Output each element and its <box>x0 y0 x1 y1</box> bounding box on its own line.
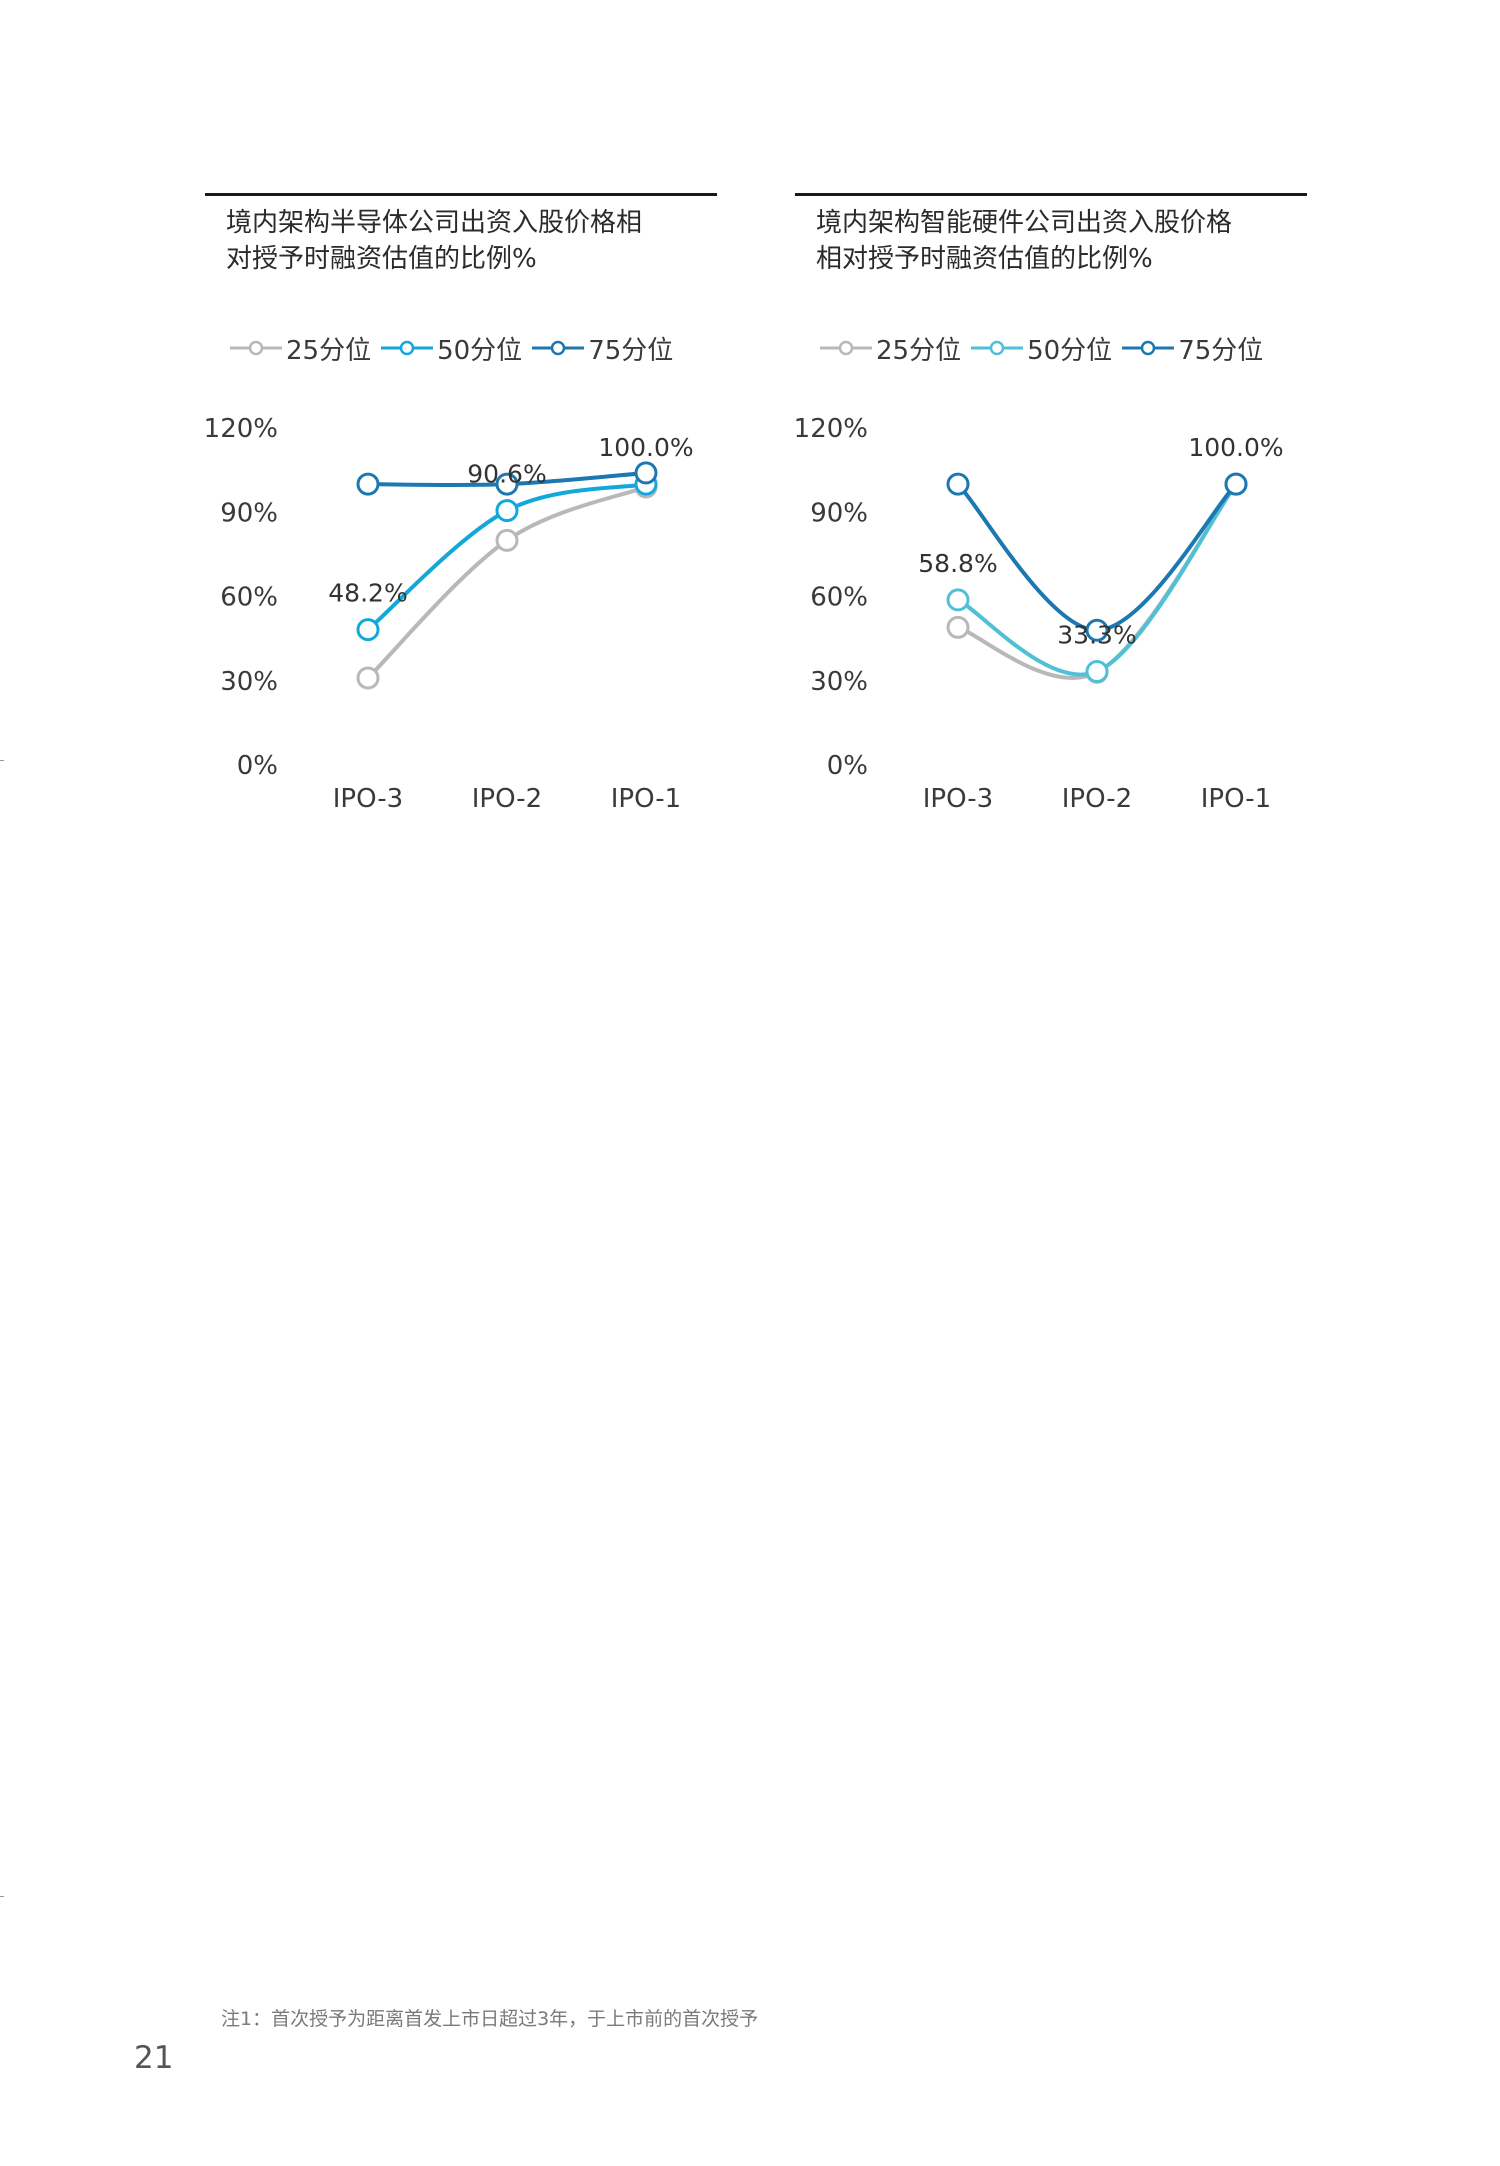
footnote: 注1：首次授予为距离首发上市日超过3年，于上市前的首次授予 <box>221 2008 759 2030</box>
legend-label-p75: 75分位 <box>588 335 674 366</box>
legend-label-p75: 75分位 <box>1178 335 1264 366</box>
margin-tick <box>0 760 4 761</box>
plot-area: 0% 30% 60% 90% 120% IPO-3 IPO-2 IPO-1 58.8% 33.3%… <box>790 400 1310 840</box>
y-tick-label: 120% <box>794 414 868 444</box>
data-point <box>356 666 380 690</box>
title-rule <box>205 193 717 196</box>
chart-title-line-2: 相对授予时融资估值的比例% <box>816 244 1153 274</box>
data-label: 33.3% <box>1057 620 1136 649</box>
plot-area: 0% 30% 60% 90% 120% IPO-3 IPO-2 IPO-1 48.2% 90.6%… <box>200 400 720 840</box>
legend-item-p75: 75分位 <box>532 330 673 367</box>
line-chart-semiconductor: 0% 30% 60% 90% 120% IPO-3 IPO-2 IPO-1 48.2% 90.6%… <box>204 414 694 814</box>
chart-title: 境内架构智能硬件公司出资入股价格 相对授予时融资估值的比例% <box>816 205 1296 277</box>
data-point <box>946 472 970 496</box>
chart-title-line-1: 境内架构智能硬件公司出资入股价格 <box>816 208 1233 238</box>
y-tick-label: 30% <box>810 667 868 697</box>
legend-label-p50: 50分位 <box>437 335 523 366</box>
legend-swatch-p25 <box>230 340 282 356</box>
title-rule <box>795 193 1307 196</box>
legend-item-p50: 50分位 <box>381 330 522 367</box>
data-label: 100.0% <box>598 433 693 462</box>
y-tick-label: 90% <box>220 498 278 528</box>
y-tick-label: 0% <box>827 751 868 781</box>
chart-title-line-1: 境内架构半导体公司出资入股价格相 <box>226 208 643 238</box>
x-tick-label: IPO-1 <box>611 784 681 814</box>
data-label: 58.8% <box>918 549 997 578</box>
series-line-3 <box>956 482 1238 633</box>
legend-item-p75: 75分位 <box>1122 330 1263 367</box>
chart-legend: 25分位 50分位 75分位 <box>820 330 1273 366</box>
y-tick-label: 60% <box>220 583 278 613</box>
line-chart-smart-hardware: 0% 30% 60% 90% 120% IPO-3 IPO-2 IPO-1 58.8% 33.3%… <box>794 414 1284 814</box>
x-tick-label: IPO-3 <box>333 784 403 814</box>
x-tick-label: IPO-3 <box>923 784 993 814</box>
data-point <box>495 528 519 552</box>
y-tick-label: 120% <box>204 414 278 444</box>
legend-item-p25: 25分位 <box>230 330 371 367</box>
y-tick-label: 60% <box>810 583 868 613</box>
y-tick-label: 90% <box>810 498 868 528</box>
x-tick-label: IPO-2 <box>1062 784 1132 814</box>
chart-title-line-2: 对授予时融资估值的比例% <box>226 244 537 274</box>
data-point <box>946 615 970 639</box>
margin-tick <box>0 1896 4 1897</box>
data-point <box>1085 618 1109 642</box>
y-tick-label: 30% <box>220 667 278 697</box>
chart-panel-semiconductor: 境内架构半导体公司出资入股价格相 对授予时融资估值的比例% 25分位 50分位 … <box>200 0 720 840</box>
data-point <box>356 618 380 642</box>
chart-panel-smart-hardware: 境内架构智能硬件公司出资入股价格 相对授予时融资估值的比例% 25分位 50分位… <box>790 0 1310 840</box>
page-number: 21 <box>134 2040 174 2076</box>
legend-swatch-p25 <box>820 340 872 356</box>
y-tick-label: 0% <box>237 751 278 781</box>
legend-label-p25: 25分位 <box>876 335 962 366</box>
data-point <box>946 588 970 612</box>
legend-item-p50: 50分位 <box>971 330 1112 367</box>
legend-swatch-p50 <box>381 340 434 356</box>
chart-title: 境内架构半导体公司出资入股价格相 对授予时融资估值的比例% <box>226 205 706 277</box>
data-point <box>1224 472 1248 496</box>
data-label: 48.2% <box>328 579 407 608</box>
legend-item-p25: 25分位 <box>820 330 961 367</box>
legend-swatch-p75 <box>532 340 585 356</box>
data-point <box>495 472 519 496</box>
data-point <box>634 461 658 485</box>
data-point <box>356 472 380 496</box>
legend-swatch-p50 <box>971 340 1024 356</box>
legend-swatch-p75 <box>1122 340 1175 356</box>
chart-legend: 25分位 50分位 75分位 <box>230 330 683 366</box>
data-point <box>495 499 519 523</box>
legend-label-p50: 50分位 <box>1027 335 1113 366</box>
x-tick-label: IPO-2 <box>472 784 542 814</box>
x-tick-label: IPO-1 <box>1201 784 1271 814</box>
legend-label-p25: 25分位 <box>286 335 372 366</box>
data-label: 90.6% <box>467 460 546 489</box>
data-point <box>1085 659 1109 683</box>
data-label: 100.0% <box>1188 433 1283 462</box>
